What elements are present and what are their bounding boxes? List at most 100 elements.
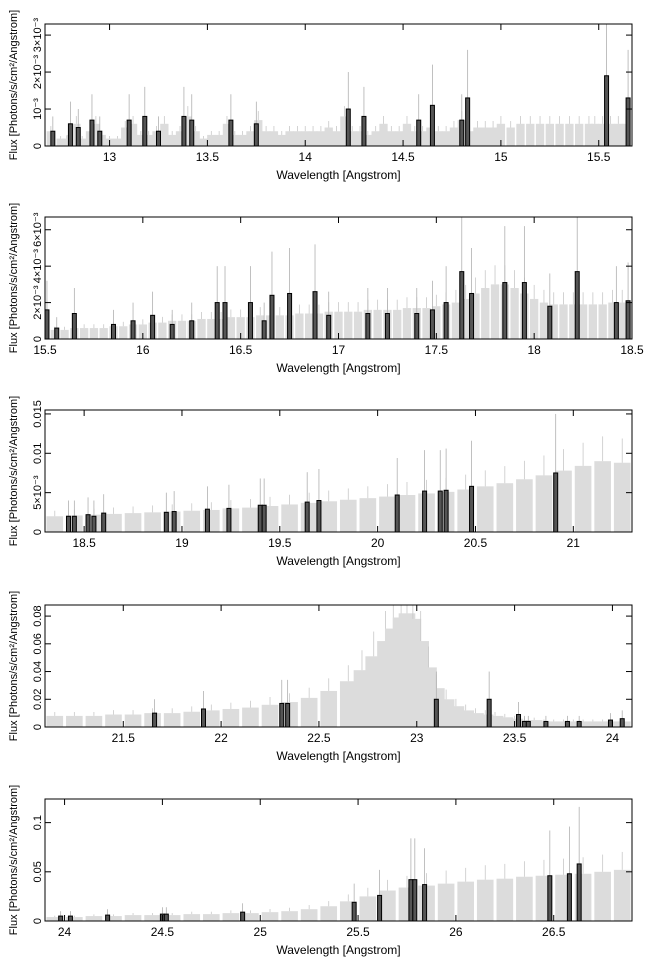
x-tick-label: 15: [494, 150, 508, 164]
highlight-bar: [625, 300, 631, 339]
x-tick-label: 17.5: [425, 343, 449, 357]
x-tick-label: 13: [103, 150, 117, 164]
bar: [85, 916, 103, 921]
bar: [613, 869, 631, 921]
bar: [584, 123, 594, 146]
x-axis-label: Wavelength [Angstrom]: [276, 168, 400, 182]
highlight-bar: [85, 514, 91, 532]
bar: [496, 123, 506, 146]
bar: [238, 134, 247, 146]
y-tick-label: 0.01: [32, 443, 44, 464]
bar: [481, 127, 490, 146]
x-tick-label: 20: [371, 536, 385, 550]
x-tick-label: 21.5: [112, 731, 136, 745]
bar: [488, 127, 498, 146]
bar: [510, 288, 519, 339]
bar: [449, 127, 459, 146]
highlight-bar: [279, 702, 285, 727]
bar: [359, 498, 377, 532]
bar: [516, 123, 525, 146]
bar: [359, 896, 377, 921]
highlight-bar: [576, 863, 582, 921]
bar: [608, 302, 617, 339]
bar: [203, 914, 220, 921]
x-tick-label: 24.5: [151, 925, 175, 939]
bar: [410, 131, 419, 146]
x-tick-label: 26.5: [542, 925, 566, 939]
highlight-bar: [222, 302, 228, 339]
bar: [618, 302, 627, 339]
bar: [269, 131, 279, 146]
highlight-bar: [261, 320, 267, 339]
bar: [160, 123, 169, 146]
chart-panel-3: 18.5 19 19.5 20 20.5 21 0 5×10⁻³ 0.01 0.015 Wavele…: [8, 396, 633, 568]
bar: [555, 470, 572, 532]
y-tick-label: 0: [32, 529, 44, 535]
bar: [451, 302, 461, 339]
highlight-bar: [408, 879, 414, 921]
bar: [56, 138, 65, 146]
bar: [339, 499, 357, 532]
highlight-bar: [50, 130, 56, 146]
bar: [363, 134, 373, 146]
bar: [578, 304, 588, 339]
x-tick-label: 24: [58, 925, 72, 939]
bar: [158, 322, 167, 339]
bar: [594, 871, 611, 921]
y-tick-label: 0: [32, 336, 44, 342]
bar: [606, 123, 615, 146]
bar: [119, 326, 128, 339]
y-axis-label: Flux [Photons/s/cm²/Angstrom]: [8, 591, 20, 741]
highlight-bar: [126, 119, 132, 146]
x-tick-label: 25: [254, 925, 268, 939]
bar: [275, 315, 284, 339]
bar: [177, 320, 187, 339]
chart-panel-1: 13 13.5 14 14.5 15 15.5 0 10⁻³ 2×10⁻³ 3×10⁻³ Wavel…: [8, 10, 633, 182]
bar: [574, 465, 592, 532]
highlight-bar: [163, 511, 169, 532]
x-tick-label: 25.5: [346, 925, 370, 939]
highlight-bar: [414, 313, 420, 339]
highlight-bar: [469, 292, 475, 339]
bar: [105, 714, 122, 727]
highlight-bar: [67, 123, 73, 146]
bar: [471, 293, 480, 339]
bar: [183, 116, 192, 146]
bar: [353, 311, 363, 339]
y-tick-label: 0.015: [32, 400, 44, 428]
highlight-bar: [377, 894, 383, 921]
highlight-bar: [459, 271, 465, 339]
highlight-bar: [142, 115, 148, 146]
bar: [516, 479, 533, 532]
highlight-bar: [287, 292, 293, 339]
bar: [301, 131, 310, 146]
bar: [565, 123, 574, 146]
highlight-bar: [312, 291, 318, 339]
highlight-bar: [304, 501, 310, 532]
highlight-bar: [316, 500, 322, 532]
x-tick-label: 18.5: [72, 536, 96, 550]
bar: [590, 123, 599, 146]
bar: [539, 302, 549, 339]
bar: [191, 131, 200, 146]
bar: [91, 123, 101, 146]
bar: [481, 288, 490, 339]
bar: [473, 127, 482, 146]
highlight-bar: [89, 119, 95, 146]
bar: [379, 890, 396, 921]
highlight-bar: [469, 485, 475, 532]
bar: [339, 681, 357, 727]
bar: [316, 131, 326, 146]
y-tick-label: 3×10⁻³: [32, 18, 44, 53]
bar: [545, 123, 554, 146]
x-tick-label: 15.5: [587, 150, 611, 164]
bar: [588, 304, 598, 339]
highlight-bar: [384, 313, 390, 339]
bar: [530, 298, 539, 339]
highlight-bar: [171, 511, 177, 532]
highlight-bar: [155, 130, 161, 146]
bar: [564, 721, 582, 727]
bar: [379, 496, 396, 532]
bar: [285, 131, 294, 146]
highlight-bar: [613, 302, 619, 339]
